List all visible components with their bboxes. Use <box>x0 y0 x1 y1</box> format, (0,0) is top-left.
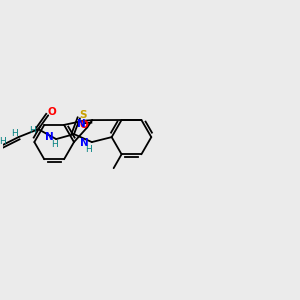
Text: N: N <box>77 119 86 129</box>
Text: O: O <box>48 107 57 117</box>
Text: H: H <box>85 146 92 154</box>
Text: N: N <box>80 138 89 148</box>
Text: H: H <box>0 136 6 146</box>
Text: S: S <box>79 110 87 120</box>
Text: H: H <box>51 140 58 148</box>
Text: O: O <box>80 120 89 130</box>
Text: H: H <box>11 129 18 138</box>
Text: H: H <box>29 126 36 135</box>
Text: N: N <box>45 132 54 142</box>
